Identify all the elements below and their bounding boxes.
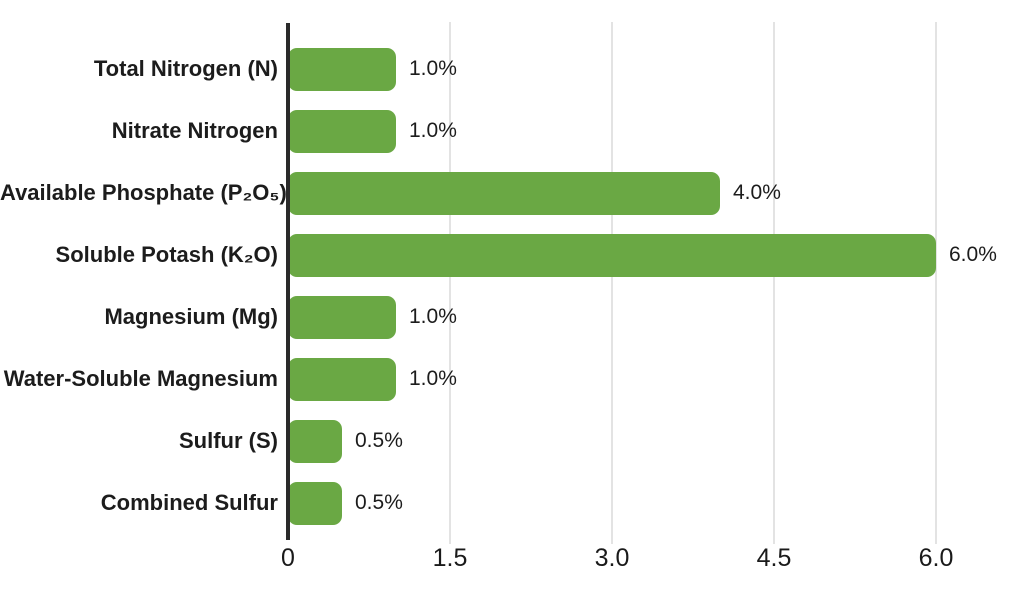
bar-5 <box>288 295 396 339</box>
category-label: Soluble Potash (K₂O) <box>55 242 278 267</box>
bar-8 <box>288 481 342 525</box>
category-label: Sulfur (S) <box>179 428 278 453</box>
bar-2 <box>288 109 396 153</box>
category-label: Nitrate Nitrogen <box>111 118 278 143</box>
x-tick-label: 6.0 <box>918 544 954 572</box>
bar-7 <box>288 419 342 463</box>
value-label: 1.0% <box>409 367 457 390</box>
gridline <box>773 22 775 544</box>
gridline <box>449 22 451 544</box>
value-label: 1.0% <box>409 305 457 328</box>
gridline <box>611 22 613 544</box>
value-label: 1.0% <box>409 57 457 80</box>
gridline <box>935 22 937 544</box>
value-label: 6.0% <box>949 243 997 266</box>
x-tick-label: 0 <box>281 544 295 572</box>
category-label: Combined Sulfur <box>100 490 278 515</box>
category-label: Water-Soluble Magnesium <box>3 366 278 391</box>
x-tick-label: 3.0 <box>594 544 630 572</box>
value-label: 4.0% <box>733 181 781 204</box>
value-label: 0.5% <box>355 491 403 514</box>
category-label: Available Phosphate (P₂O₅) <box>0 180 287 205</box>
bar-6 <box>288 357 396 401</box>
category-label: Total Nitrogen (N) <box>93 56 278 81</box>
category-label: Magnesium (Mg) <box>104 304 278 329</box>
x-tick-label: 4.5 <box>756 544 792 572</box>
bar-3 <box>288 171 720 215</box>
value-label: 1.0% <box>409 119 457 142</box>
bar-4 <box>288 233 936 277</box>
x-tick-label: 1.5 <box>432 544 468 572</box>
y-axis-line <box>286 23 290 540</box>
bar-1 <box>288 47 396 91</box>
value-label: 0.5% <box>355 429 403 452</box>
